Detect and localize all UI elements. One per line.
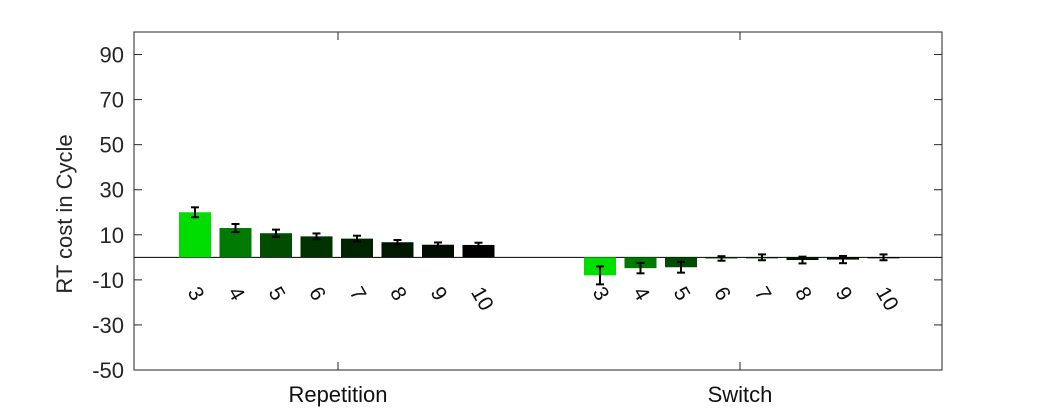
bar-label: 8: [790, 283, 816, 305]
bar-label: 10: [871, 283, 903, 315]
bar: [179, 212, 211, 258]
bar-label: 4: [628, 283, 654, 305]
bar-label: 3: [588, 283, 614, 305]
bar-label: 8: [385, 283, 411, 305]
y-tick-label: -30: [92, 313, 124, 338]
y-tick-label: 90: [100, 43, 124, 68]
bar-label: 3: [183, 283, 209, 305]
y-tick-label: -50: [92, 358, 124, 383]
plot-frame: [133, 31, 943, 371]
bar: [341, 238, 373, 258]
bar-label: 10: [466, 283, 498, 315]
bar-label: 9: [831, 283, 857, 305]
bar-label: 9: [426, 283, 452, 305]
bar-label: 7: [345, 283, 371, 305]
y-tick-label: 70: [100, 88, 124, 113]
bar-label: 7: [750, 283, 776, 305]
group-label: Repetition: [288, 382, 387, 407]
y-tick-label: 50: [100, 133, 124, 158]
bar-label: 5: [669, 283, 695, 305]
bar: [381, 242, 414, 258]
bar: [462, 244, 495, 258]
bar-label: 4: [223, 283, 249, 305]
bar: [300, 236, 333, 258]
y-tick-label: 30: [100, 178, 124, 203]
bar-label: 5: [264, 283, 290, 305]
bar: [422, 244, 454, 258]
group-label: Switch: [708, 382, 773, 407]
y-tick-label: 10: [100, 223, 124, 248]
y-tick-label: -10: [92, 268, 124, 293]
y-axis-label: RT cost in Cycle: [52, 134, 77, 293]
bar-label: 6: [709, 283, 735, 305]
bar-label: 6: [304, 283, 330, 305]
